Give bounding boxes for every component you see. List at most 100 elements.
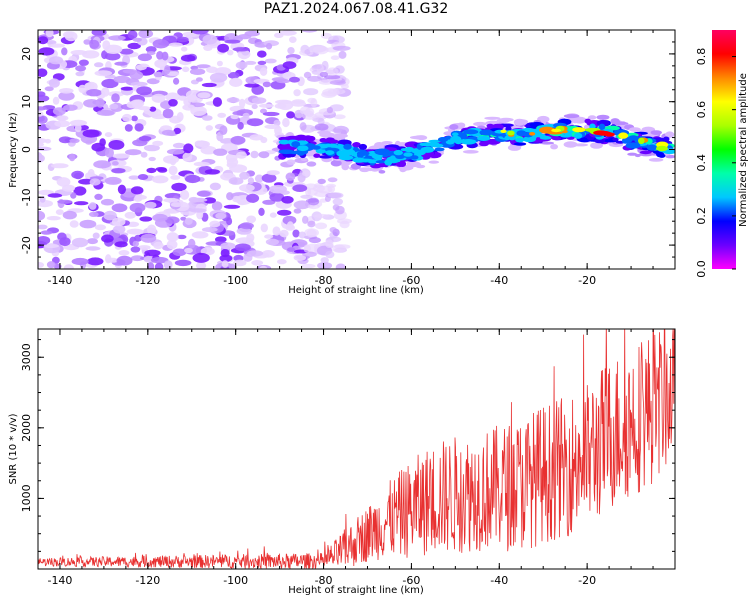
spectrogram-noise-blob [191, 231, 209, 239]
spectrogram-noise-blob [124, 211, 136, 219]
spectrogram-noise-blob [303, 88, 319, 96]
spectrogram-noise-blob [58, 91, 75, 101]
spectrogram-noise-blob [87, 169, 95, 177]
spectrogram-ridge-blob [547, 131, 563, 135]
spectrogram-noise-blob [315, 222, 328, 230]
spectrogram-noise-blob [165, 208, 176, 214]
spectrogram-ridge-blob [366, 167, 375, 172]
spectrogram-noise-blob [52, 96, 60, 105]
spectrogram-noise-blob [46, 40, 57, 45]
spectrogram-noise-blob [131, 115, 138, 122]
spectrogram-noise-blob [277, 209, 292, 216]
spectrogram-noise-blob [264, 58, 277, 64]
spectrogram-noise-blob [327, 177, 338, 183]
spectrogram-noise-blob [63, 104, 78, 111]
spectrogram-noise-blob [140, 233, 157, 243]
spectrogram-ridge-blob [393, 149, 403, 156]
spectrogram-noise-blob [38, 142, 45, 147]
spectrogram-ridge-blob [610, 118, 620, 125]
spectrogram-noise-blob [319, 71, 329, 78]
spectrogram-noise-blob [100, 198, 115, 206]
spectrogram-noise-blob [213, 148, 228, 156]
spectrogram-ridge-blob [374, 142, 385, 149]
spectrogram-y-tick-label: -10 [20, 188, 33, 206]
spectrogram-noise-blob [203, 44, 213, 52]
spectrogram-ridge-blob [648, 158, 664, 162]
spectrogram-noise-blob [307, 97, 316, 104]
spectrogram-noise-blob [276, 259, 287, 265]
spectrogram-noise-blob [216, 60, 223, 67]
spectrogram-noise-blob [168, 99, 178, 107]
spectrogram-noise-blob [229, 77, 243, 87]
spectrogram-ridge-blob [629, 127, 641, 132]
spectrogram-noise-blob [38, 210, 46, 221]
spectrogram-noise-blob [43, 244, 60, 248]
spectrogram-noise-blob [112, 161, 119, 166]
spectrogram-noise-blob [128, 175, 140, 180]
spectrogram-noise-blob [298, 231, 306, 239]
spectrogram-noise-blob [74, 124, 82, 133]
spectrogram-noise-blob [130, 246, 141, 253]
snr-x-tick-label: -40 [490, 574, 508, 587]
spectrogram-noise-blob [152, 140, 164, 147]
spectrogram-noise-blob [130, 186, 144, 195]
spectrogram-noise-blob [307, 75, 322, 82]
spectrogram-ridge-blob [498, 117, 514, 122]
spectrogram-ridge-blob [310, 145, 321, 150]
spectrogram-noise-blob [132, 240, 139, 247]
spectrogram-noise-blob [300, 194, 313, 199]
spectrogram-noise-blob [153, 241, 164, 250]
spectrogram-noise-blob [88, 211, 99, 217]
spectrogram-noise-blob [108, 140, 125, 150]
spectrogram-noise-blob [87, 257, 104, 266]
spectrogram-noise-blob [88, 202, 97, 210]
spectrogram-y-tick-label: -20 [20, 236, 33, 254]
spectrogram-noise-blob [224, 39, 241, 44]
spectrogram-ridge-blob [343, 143, 352, 150]
snr-x-tick-label: -80 [315, 574, 333, 587]
spectrogram-noise-blob [262, 199, 276, 205]
snr-x-tick-label: -100 [223, 574, 248, 587]
spectrogram-noise-blob [132, 99, 145, 108]
spectrogram-noise-blob [180, 216, 187, 221]
spectrogram-ridge-blob [563, 141, 578, 148]
spectrogram-noise-blob [209, 72, 228, 83]
spectrogram-noise-blob [57, 199, 73, 204]
colorbar-tick-label: 0.0 [695, 260, 708, 278]
spectrogram-noise-blob [286, 111, 295, 119]
spectrogram-noise-blob [191, 30, 209, 35]
spectrogram-noise-blob [258, 207, 265, 216]
spectrogram-noise-blob [75, 71, 85, 77]
spectrogram-noise-blob [189, 68, 206, 75]
spectrogram-ridge-blob [375, 160, 387, 164]
spectrogram-noise-blob [329, 80, 346, 86]
spectrogram-noise-blob [176, 36, 189, 43]
spectrogram-noise-blob [146, 167, 157, 174]
spectrogram-ridge-blob [593, 130, 609, 136]
spectrogram-noise-blob [111, 93, 120, 103]
spectrogram-noise-blob [219, 125, 228, 135]
spectrogram-noise-blob [71, 237, 89, 248]
spectrogram-noise-blob [120, 86, 134, 91]
spectrogram-ridge-blob [300, 157, 308, 162]
spectrogram-noise-blob [302, 113, 318, 120]
spectrogram-ridge-blob [598, 123, 606, 130]
spectrogram-noise-blob [223, 204, 241, 209]
spectrogram-noise-blob [226, 49, 234, 56]
spectrogram-x-tick-label: -40 [490, 274, 508, 287]
spectrogram-noise-blob [312, 185, 325, 192]
spectrogram-noise-blob [150, 256, 169, 264]
spectrogram-ridge-blob [319, 132, 335, 138]
spectrogram-x-axis-label: Height of straight line (km) [288, 285, 424, 296]
spectrogram-noise-blob [244, 83, 260, 88]
snr-ticks: -140 -120 -100 -80 -60 -40 -20 1000 2000 3000 [20, 329, 676, 587]
spectrogram-ridge-blob [381, 151, 392, 157]
spectrogram-noise-blob [89, 39, 100, 49]
spectrogram-ridge-blob [639, 150, 652, 155]
spectrogram-noise-blob [273, 119, 281, 127]
spectrogram-noise-blob [215, 236, 227, 243]
spectrogram-ridge-blob [514, 142, 527, 146]
spectrogram-noise-blob [161, 129, 176, 136]
spectrogram-ridge-blob [398, 160, 407, 167]
